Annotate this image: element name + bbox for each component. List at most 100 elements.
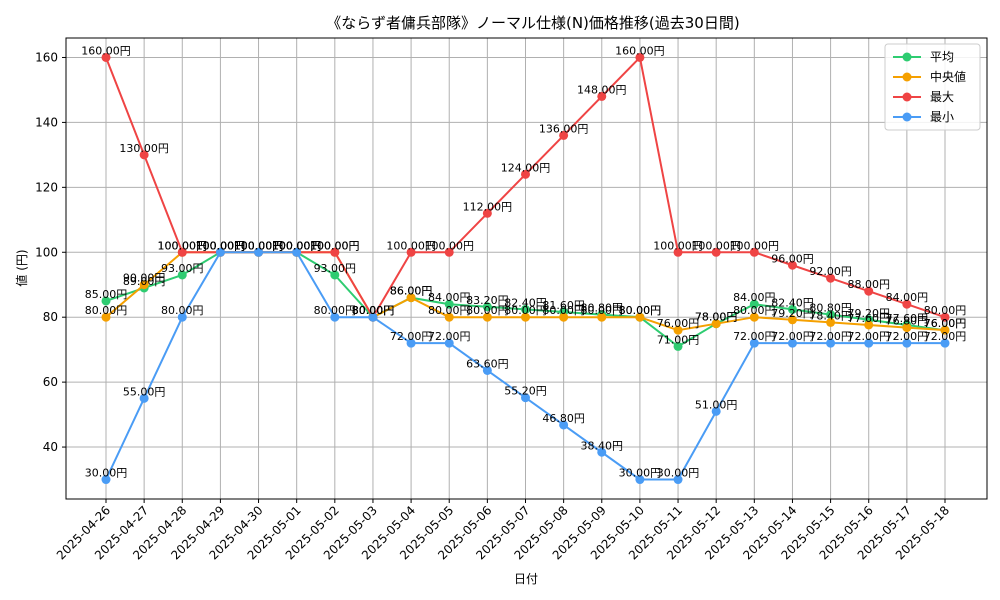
data-point	[902, 338, 912, 348]
data-point	[940, 338, 950, 348]
data-label: 80.00円	[581, 304, 624, 317]
data-point	[864, 338, 874, 348]
legend-item: 中央値	[893, 69, 966, 84]
data-label: 77.60円	[847, 312, 890, 325]
data-label: 83.20円	[466, 294, 509, 307]
data-label: 100.00円	[196, 239, 246, 252]
data-point	[559, 130, 569, 140]
data-label: 55.00円	[123, 385, 166, 398]
data-point	[902, 323, 912, 333]
data-point	[444, 247, 454, 257]
data-point	[749, 312, 759, 322]
plot-frame	[65, 37, 988, 500]
data-label: 100.00円	[691, 239, 741, 252]
data-label: 89.00円	[123, 275, 166, 288]
data-label: 100.00円	[424, 239, 474, 252]
data-point	[292, 247, 302, 257]
legend-label: 最小	[930, 110, 954, 124]
data-point	[749, 247, 759, 257]
data-point	[559, 312, 569, 322]
data-label: 79.20円	[771, 307, 814, 320]
data-point	[482, 208, 492, 218]
data-label: 82.40円	[504, 296, 547, 309]
legend-item: 最大	[893, 90, 954, 104]
y-axis-label: 値 (円)	[14, 249, 29, 286]
data-label: 38.40円	[581, 439, 624, 452]
data-label: 100.00円	[234, 239, 284, 252]
data-label: 112.00円	[463, 200, 513, 213]
data-point	[826, 338, 836, 348]
data-label: 86.00円	[390, 285, 433, 298]
data-point	[101, 296, 111, 306]
data-label: 96.00円	[771, 252, 814, 265]
data-label: 100.00円	[272, 239, 322, 252]
data-label: 80.00円	[466, 304, 509, 317]
data-label: 85.00円	[85, 288, 128, 301]
data-point	[406, 247, 416, 257]
data-label: 80.00円	[619, 304, 662, 317]
data-point	[597, 447, 607, 457]
data-point	[444, 299, 454, 309]
data-label: 80.00円	[924, 304, 967, 317]
data-point	[330, 312, 340, 322]
data-point	[940, 325, 950, 335]
data-label: 72.00円	[809, 330, 852, 343]
data-point	[864, 286, 874, 296]
series	[101, 52, 950, 485]
data-label: 80.00円	[619, 304, 662, 317]
data-point	[559, 420, 569, 430]
y-tick-label: 40	[43, 440, 58, 454]
data-point	[330, 270, 340, 280]
data-label: 100.00円	[234, 239, 284, 252]
legend-marker	[902, 52, 912, 62]
data-label: 80.00円	[352, 304, 395, 317]
data-label: 30.00円	[619, 467, 662, 480]
data-point	[177, 270, 187, 280]
data-point	[444, 338, 454, 348]
data-point	[902, 299, 912, 309]
data-point	[749, 299, 759, 309]
data-point	[673, 475, 683, 485]
data-point	[139, 150, 149, 160]
data-point	[482, 312, 492, 322]
legend-marker	[902, 72, 912, 82]
data-label: 30.00円	[85, 467, 128, 480]
data-label: 100.00円	[196, 239, 246, 252]
data-labels: 85.00円89.00円93.00円100.00円100.00円100.00円9…	[81, 44, 966, 479]
data-label: 90.00円	[123, 272, 166, 285]
data-label: 84.00円	[428, 291, 471, 304]
data-point	[521, 304, 530, 314]
data-point	[787, 338, 797, 348]
data-label: 86.00円	[390, 285, 433, 298]
data-label: 63.60円	[466, 357, 509, 370]
data-point	[826, 317, 836, 327]
data-point	[521, 393, 530, 403]
legend-box	[884, 43, 981, 131]
legend-label: 中央値	[930, 69, 966, 84]
data-point	[635, 52, 645, 62]
data-label: 80.00円	[428, 304, 471, 317]
data-point	[177, 247, 187, 257]
y-tick-label: 60	[43, 375, 58, 389]
y-tick-label: 80	[43, 310, 58, 324]
data-label: 160.00円	[615, 44, 665, 57]
y-axis-ticks: 40 60 80 100 120 140 160	[35, 50, 66, 454]
data-label: 76.00円	[924, 317, 967, 330]
data-label: 93.00円	[314, 262, 357, 275]
data-label: 71.00円	[657, 333, 700, 346]
data-label: 100.00円	[272, 239, 322, 252]
data-point	[787, 260, 797, 270]
data-point	[864, 320, 874, 330]
data-label: 81.60円	[542, 299, 585, 312]
data-label: 77.60円	[886, 312, 929, 325]
data-label: 78.40円	[809, 309, 852, 322]
data-label: 51.00円	[695, 398, 738, 411]
data-label: 72.00円	[886, 330, 929, 343]
data-point	[635, 312, 645, 322]
data-label: 80.00円	[733, 304, 776, 317]
data-point	[635, 475, 645, 485]
data-point	[597, 91, 607, 101]
legend-item: 最小	[893, 110, 954, 124]
data-point	[521, 169, 530, 179]
